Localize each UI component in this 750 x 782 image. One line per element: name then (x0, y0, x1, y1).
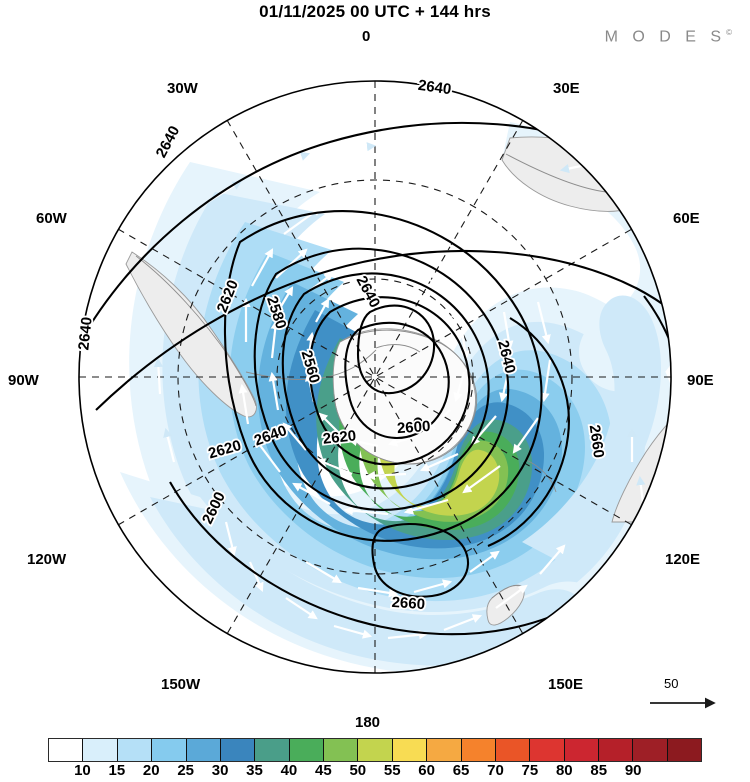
colorbar-swatch (152, 739, 187, 761)
page-title: 01/11/2025 00 UTC + 144 hrs (259, 2, 491, 21)
colorbar-tick: 40 (280, 762, 298, 779)
lon-label-90w: 90W (8, 372, 39, 389)
lon-label-120e: 120E (665, 551, 701, 568)
lon-label-150w: 150W (161, 676, 201, 693)
colorbar-swatch (255, 739, 290, 761)
vector-scale-legend: 50 (648, 676, 732, 716)
south-pole-dot (413, 417, 423, 427)
lon-label-120w: 120W (27, 551, 67, 568)
polar-map[interactable]: 2640 2640 2640 2640 2640 2620 2620 2600 … (8, 28, 714, 731)
colorbar-tick: 55 (383, 762, 401, 779)
colorbar-tick: 35 (246, 762, 263, 779)
colorbar-swatch (358, 739, 393, 761)
copyright-mark: © (726, 28, 732, 37)
graticule (79, 81, 671, 673)
colorbar-tick: 10 (74, 762, 91, 779)
colorbar-swatch (495, 739, 531, 761)
colorbar-swatch (117, 739, 153, 761)
contour-label: 2660 (586, 424, 607, 459)
lon-label-150e: 150E (548, 676, 584, 693)
colorbar-swatch (186, 739, 221, 761)
colorbar-tick: 45 (315, 762, 332, 779)
contour-label: 2620 (322, 427, 357, 447)
lon-label-60w: 60W (36, 210, 67, 227)
colorbar-tick: 20 (142, 762, 160, 779)
arrow-right-icon (650, 697, 716, 709)
vector-scale-value: 50 (664, 676, 679, 691)
colorbar-swatch (530, 739, 565, 761)
colorbar-swatch (461, 739, 496, 761)
colorbar-tick: 75 (521, 762, 539, 779)
colorbar-tick: 60 (418, 762, 435, 779)
colorbar-swatch (599, 739, 634, 761)
colorbar-tick: 80 (555, 762, 573, 779)
globe-outline (78, 80, 672, 674)
colorbar-swatch (324, 739, 359, 761)
colorbar-tick: 50 (349, 762, 367, 779)
lon-label-180: 180 (355, 714, 381, 731)
colorbar-swatch (564, 739, 599, 761)
lon-label-60e: 60E (673, 210, 700, 227)
colorbar-tick: 25 (177, 762, 195, 779)
lon-label-90e: 90E (687, 372, 714, 389)
contour-label: 2600 (396, 418, 430, 437)
colorbar-tick: 70 (487, 762, 504, 779)
colorbar-tick-labels: 10 15 20 25 30 35 40 45 50 55 60 65 70 75 80 85 90 (48, 762, 702, 782)
colorbar-tick: 90 (624, 762, 642, 779)
colorbar-swatch (633, 739, 668, 761)
colorbar[interactable] (48, 738, 702, 762)
contour-label: 2640 (75, 316, 95, 351)
colorbar-swatch (49, 739, 84, 761)
contour-label: 2660 (391, 594, 425, 613)
modes-logo-text: M O D E S (604, 28, 727, 46)
colorbar-swatch (392, 739, 428, 761)
wind-vectors (153, 142, 646, 640)
colorbar-tick: 30 (211, 762, 229, 779)
colorbar-swatch (220, 739, 256, 761)
lon-label-0: 0 (362, 28, 371, 45)
modes-logo: M O D E S© (605, 28, 732, 46)
colorbar-swatch (83, 739, 118, 761)
lon-label-30e: 30E (553, 80, 580, 97)
colorbar-tick: 15 (108, 762, 126, 779)
polar-stereographic-plot: 2640 2640 2640 2640 2640 2620 2620 2600 … (74, 75, 672, 674)
colorbar-tick: 65 (452, 762, 470, 779)
colorbar-tick: 85 (590, 762, 608, 779)
colorbar-swatch (289, 739, 324, 761)
colorbar-swatch (427, 739, 462, 761)
colorbar-swatch (667, 739, 702, 761)
lon-label-30w: 30W (167, 80, 198, 97)
map-content (79, 81, 671, 673)
